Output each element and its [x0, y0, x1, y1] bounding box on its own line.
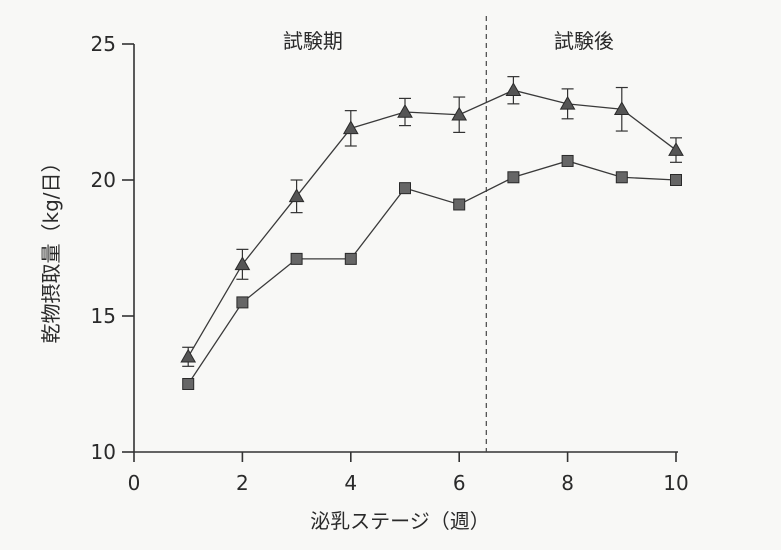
square-point	[670, 174, 682, 186]
square-point	[344, 252, 357, 265]
period-labels: 試験期 試験後	[283, 29, 614, 53]
x-axis-title: 泌乳ステージ（週）	[310, 509, 490, 533]
series-0	[180, 76, 684, 367]
x-tick-label: 6	[453, 471, 466, 495]
period-label: 試験期	[283, 29, 343, 53]
square-point	[182, 378, 195, 390]
y-tick-label: 10	[91, 440, 116, 464]
triangle-point	[559, 95, 576, 110]
x-tick-label: 2	[236, 471, 249, 495]
triangle-point	[397, 103, 413, 118]
triangle-point	[451, 106, 468, 121]
square-point	[561, 154, 574, 167]
square-point	[507, 171, 520, 184]
series-layer	[180, 76, 684, 390]
x-tick-label: 4	[344, 471, 357, 495]
y-axis-title: 乾物摂取量（kg/日）	[39, 152, 63, 343]
x-tick-label: 10	[663, 471, 688, 495]
triangle-point	[180, 348, 197, 363]
series-line	[187, 89, 677, 358]
y-tick-label: 25	[91, 32, 116, 56]
triangle-point	[668, 142, 684, 156]
square-point	[453, 198, 466, 211]
square-point	[236, 296, 249, 309]
square-point	[290, 252, 303, 265]
triangle-point	[613, 101, 630, 116]
y-tick-label: 20	[91, 168, 116, 192]
triangle-point	[505, 82, 522, 96]
square-point	[615, 171, 628, 184]
square-point	[399, 182, 411, 195]
y-tick-label: 15	[91, 304, 116, 328]
x-tick-label: 8	[561, 471, 574, 495]
triangle-point	[288, 188, 305, 203]
x-tick-label: 0	[128, 471, 141, 495]
series-line	[187, 160, 677, 385]
triangle-point	[234, 256, 251, 271]
period-label: 試験後	[554, 29, 614, 53]
triangle-point	[342, 120, 359, 135]
axes: 10 15 20 25 0 2 4 6 8 10	[91, 32, 689, 495]
series-1	[182, 154, 682, 390]
